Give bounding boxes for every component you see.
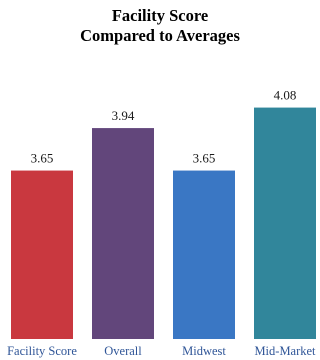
bar-1	[11, 170, 73, 339]
category-label-1: Facility Score	[7, 344, 77, 358]
category-label-4: Mid-Market	[254, 344, 316, 358]
chart-title: Facility Score Compared to Averages	[0, 6, 320, 46]
chart-title-line-2: Compared to Averages	[80, 26, 240, 45]
value-label-1: 3.65	[31, 151, 54, 166]
bar-2	[92, 128, 154, 339]
value-label-4: 4.08	[274, 88, 297, 103]
bar-3	[173, 170, 235, 339]
chart-title-line-1: Facility Score	[111, 6, 209, 25]
bar-4	[254, 107, 316, 339]
value-label-2: 3.94	[112, 108, 135, 123]
bars-layer	[11, 107, 316, 339]
category-label-2: Overall	[104, 344, 142, 358]
value-label-3: 3.65	[193, 151, 216, 166]
category-label-3: Midwest	[182, 344, 226, 358]
labels-layer: 3.65 Facility Score 3.94 Overall 3.65 Midwest…	[7, 88, 316, 358]
